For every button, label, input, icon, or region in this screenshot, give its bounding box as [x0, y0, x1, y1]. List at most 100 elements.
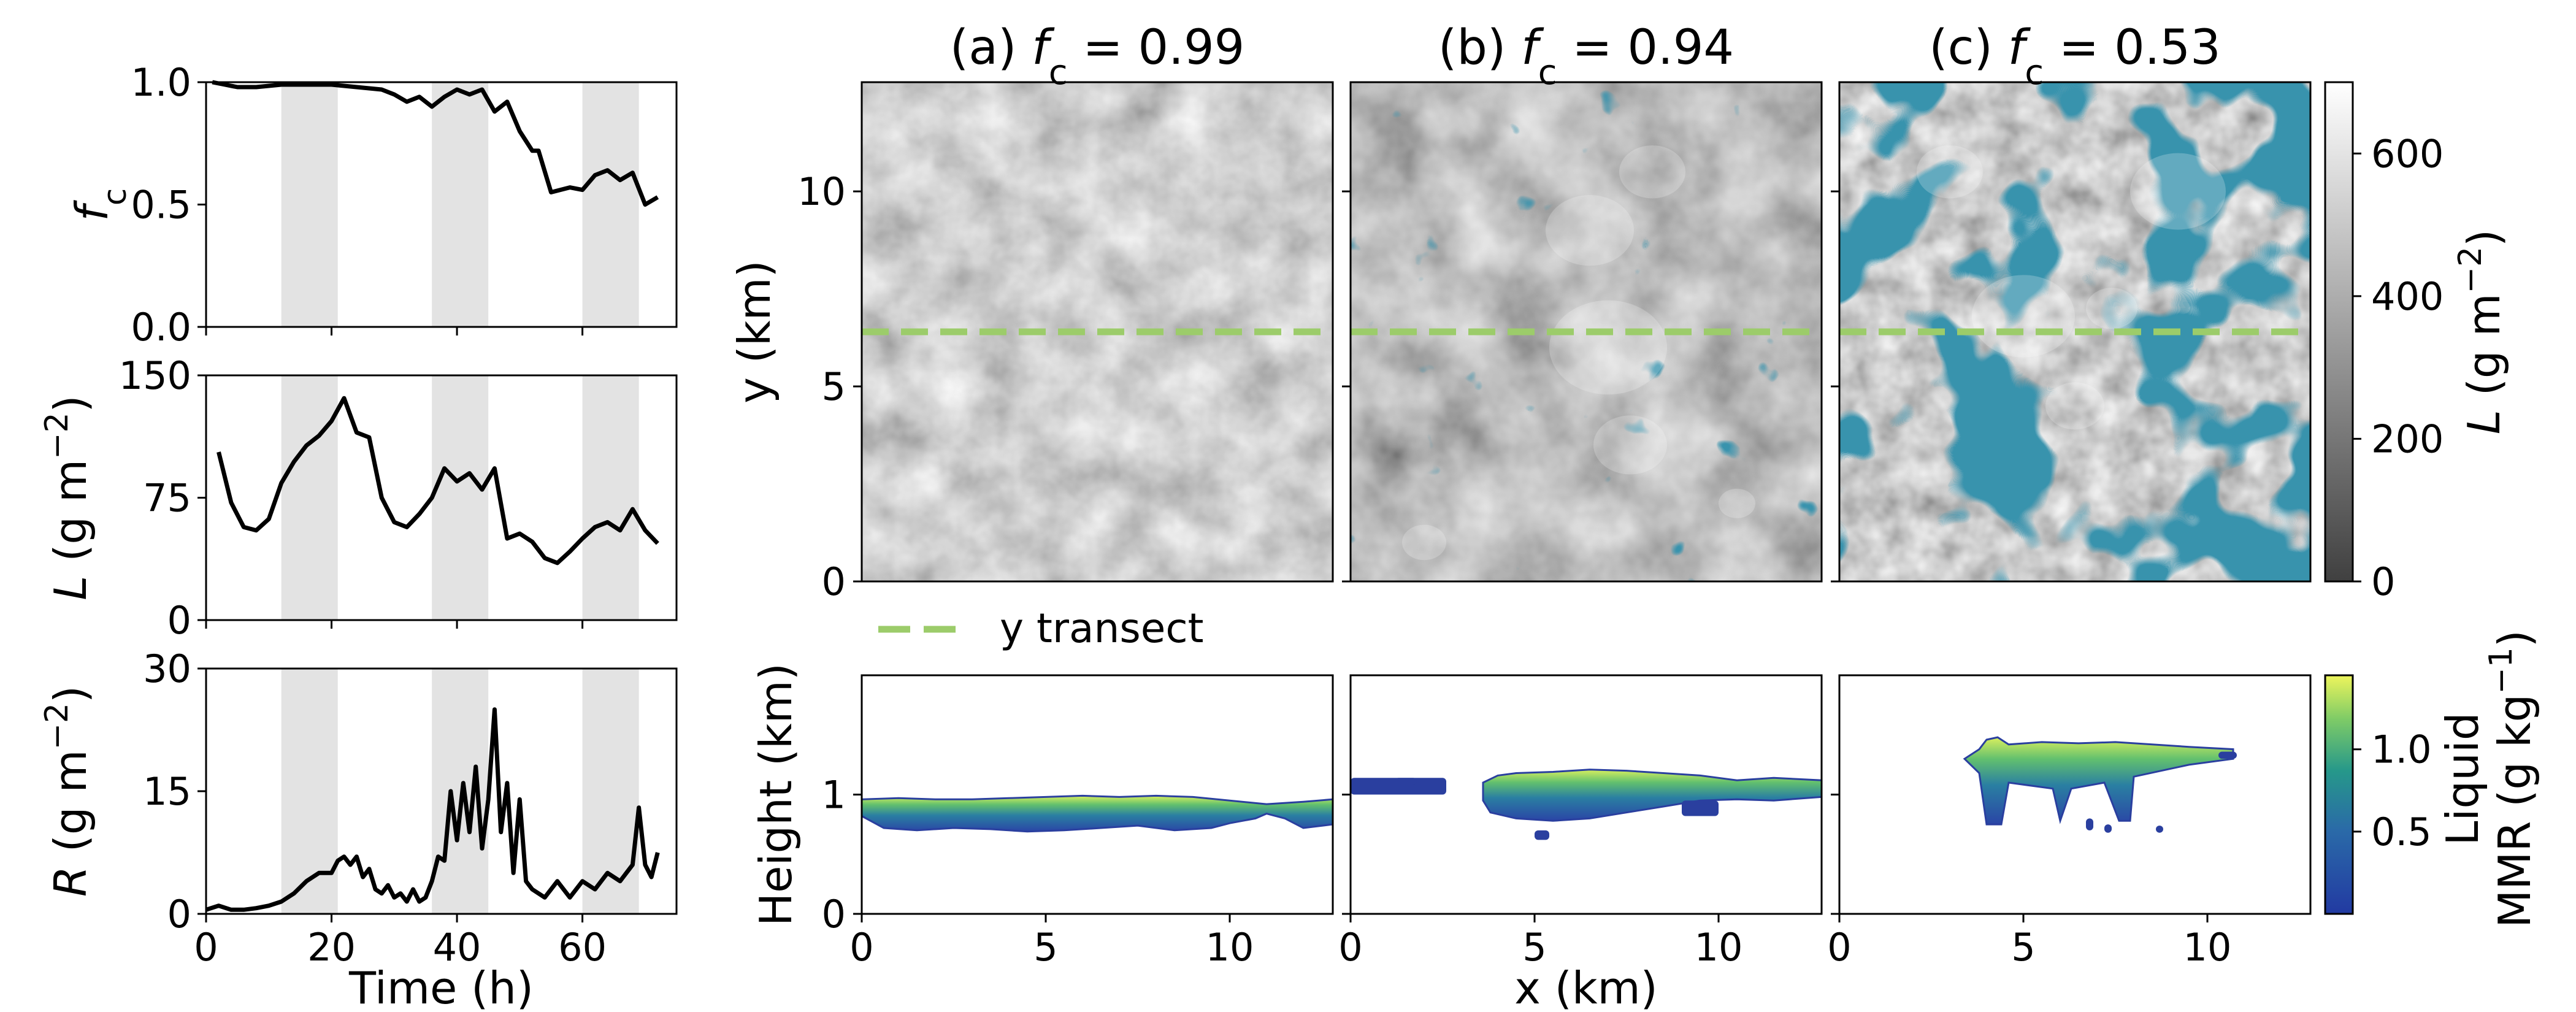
time-series-L-ytick-label-2: 150 [119, 353, 191, 398]
transect-a-ytick-label-1: 1 [822, 773, 846, 818]
lwp-map-c-axes: (c) fc = 0.53 [1831, 20, 2312, 583]
lwp-colorbar-tick-label-0: 0 [2371, 559, 2395, 604]
transect-a-cloud [861, 794, 1334, 833]
time-series-R-xlabel: Time (h) [348, 962, 534, 1012]
lwp-map-c-bright-core-0 [1972, 275, 2075, 358]
time-series-R: 0 15 30 0 20 40 60 R (g m−2) Time (h) [39, 646, 678, 1012]
time-series-fc-line [212, 80, 659, 207]
time-series-L: 0 75 150 L (g m−2) [39, 353, 678, 643]
time-series-fc-shade-0 [281, 82, 338, 327]
liquid-colorbar-tick-label-1: 1.0 [2371, 727, 2432, 772]
lwp-map-c-bright-core-4 [2086, 288, 2137, 329]
transect-b-xtick-label-1: 5 [1522, 925, 1546, 970]
time-series-L-shade-0 [281, 375, 338, 620]
time-series-R-ylabel: R (g m−2) [39, 686, 96, 897]
lwp-colorbar-tick-label-1: 200 [2371, 416, 2444, 461]
lwp-map-a-ytick-label-1: 5 [822, 364, 846, 409]
liquid-colorbar-bar [2324, 674, 2354, 915]
time-series-R-xtick-label-2: 40 [433, 925, 481, 970]
transect-b-cloud-fragment-2 [1535, 830, 1549, 840]
time-series-R-xtick-label-0: 0 [194, 925, 218, 970]
time-series-fc: 0.0 0.5 1.0 fc [66, 60, 678, 350]
time-series-R-xtick-label-1: 20 [307, 925, 356, 970]
lwp-map-b-bright-core-1 [1546, 195, 1634, 266]
lwp-map-c-bright-core-3 [2045, 382, 2104, 430]
lwp-map-b-title: (b) fc = 0.94 [1438, 20, 1734, 93]
transect-c-cloud-fragment-1 [2104, 824, 2112, 833]
lwp-map-b-bright-core-2 [1619, 145, 1685, 199]
time-series-fc-ytick-label-1: 0.5 [131, 183, 191, 228]
transect-a: 0 5 10 0 1 Height (km) [750, 663, 1334, 970]
transect-c: 0 5 10 [1827, 674, 2312, 970]
lwp-map-a-frame [861, 81, 1334, 583]
lwp-map-c-bright-core-2 [1917, 145, 1983, 199]
time-series-L-ytick-label-0: 0 [167, 598, 191, 643]
transect-a-xtick-label-0: 0 [849, 925, 873, 970]
lwp-map-a-ytick-label-0: 0 [822, 559, 846, 604]
liquid-colorbar-label-line1: Liquid [2437, 712, 2488, 845]
time-series-R-xtick-label-3: 60 [558, 925, 607, 970]
transect-a-frame [861, 674, 1334, 915]
lwp-colorbar: 0 200 400 600 L (g m−2) [2324, 81, 2510, 604]
time-series-L-ylabel: L (g m−2) [39, 395, 96, 600]
transect-b-cloud-fragment-1 [1682, 800, 1719, 816]
transect-b-xtick-label-0: 0 [1338, 925, 1362, 970]
time-series-L-shade-1 [432, 375, 489, 620]
legend-label: y transect [1000, 605, 1203, 652]
time-series-R-ytick-label-1: 15 [143, 769, 191, 814]
transect-a-ylabel: Height (km) [750, 663, 802, 926]
lwp-map-c-frame [1838, 81, 2312, 583]
lwp-colorbar-tick-label-2: 400 [2371, 274, 2444, 319]
transect-c-xtick-label-2: 10 [2183, 925, 2232, 970]
transect-c-cloud-fragment-2 [2156, 826, 2163, 833]
transect-b-cloud-fragment-0 [1351, 778, 1446, 795]
time-series-R-ytick-label-2: 30 [143, 646, 191, 691]
lwp-map-c-bright-core-1 [2130, 153, 2226, 230]
time-series-R-line [205, 707, 660, 912]
transect-a-ytick-label-0: 0 [822, 892, 846, 937]
transect-c-cloud-fragment-3 [2218, 751, 2237, 759]
legend: y transect [878, 605, 1203, 652]
liquid-colorbar-tick-label-0: 0.5 [2371, 810, 2432, 854]
transect-b-xlabel: x (km) [1514, 962, 1658, 1012]
transect-c-cloud [1963, 736, 2234, 826]
transect-c-xtick-label-1: 5 [2011, 925, 2035, 970]
lwp-map-b-bright-core-4 [1402, 524, 1446, 561]
time-series-L-ytick-label-1: 75 [143, 476, 191, 521]
transect-b: 0 5 10 x (km) [1338, 674, 1823, 1012]
lwp-map-b-axes: (b) fc = 0.94 [1342, 20, 1823, 583]
time-series-fc-shade-1 [432, 82, 489, 327]
transect-b-xtick-label-2: 10 [1695, 925, 1743, 970]
time-series-L-shade-2 [582, 375, 639, 620]
transect-a-xtick-label-2: 10 [1206, 925, 1254, 970]
lwp-colorbar-tick-label-3: 600 [2371, 131, 2444, 176]
lwp-map-a-title: (a) fc = 0.99 [950, 20, 1244, 93]
lwp-map-b-bright-core-0 [1549, 300, 1667, 395]
liquid-colorbar: 0.5 1.0 Liquid MMR (g kg−1) [2324, 630, 2540, 928]
lwp-map-a-axes: (a) fc = 0.99 0 5 10 y (km) [729, 20, 1334, 604]
lwp-map-b-frame [1349, 81, 1823, 583]
transect-b-cloud [1482, 769, 1823, 822]
lwp-map-b-bright-core-3 [1593, 415, 1667, 475]
lwp-map-c-title: (c) fc = 0.53 [1929, 20, 2221, 93]
lwp-colorbar-bar [2324, 81, 2354, 583]
time-series-fc-ylabel: fc [66, 188, 134, 221]
time-series-fc-shade-2 [582, 82, 639, 327]
time-series-R-ytick-label-0: 0 [167, 892, 191, 937]
transect-b-cloud-fragment-3 [1395, 778, 1417, 785]
transect-c-cloud-fragment-0 [2086, 818, 2093, 830]
time-series-fc-ytick-label-0: 0.0 [131, 305, 191, 350]
transect-a-xtick-label-1: 5 [1033, 925, 1057, 970]
lwp-colorbar-label: L (g m−2) [2452, 229, 2510, 434]
transect-c-xtick-label-0: 0 [1827, 925, 1851, 970]
time-series-fc-ytick-label-2: 1.0 [131, 60, 191, 105]
time-series-R-shade-1 [432, 669, 489, 914]
lwp-map-b-bright-core-5 [1719, 488, 1755, 518]
liquid-colorbar-label-line2: MMR (g kg−1) [2483, 630, 2540, 928]
lwp-map-a-ytick-label-2: 10 [797, 169, 846, 214]
lwp-map-a-ylabel: y (km) [729, 260, 780, 404]
time-series-L-line [217, 396, 659, 565]
